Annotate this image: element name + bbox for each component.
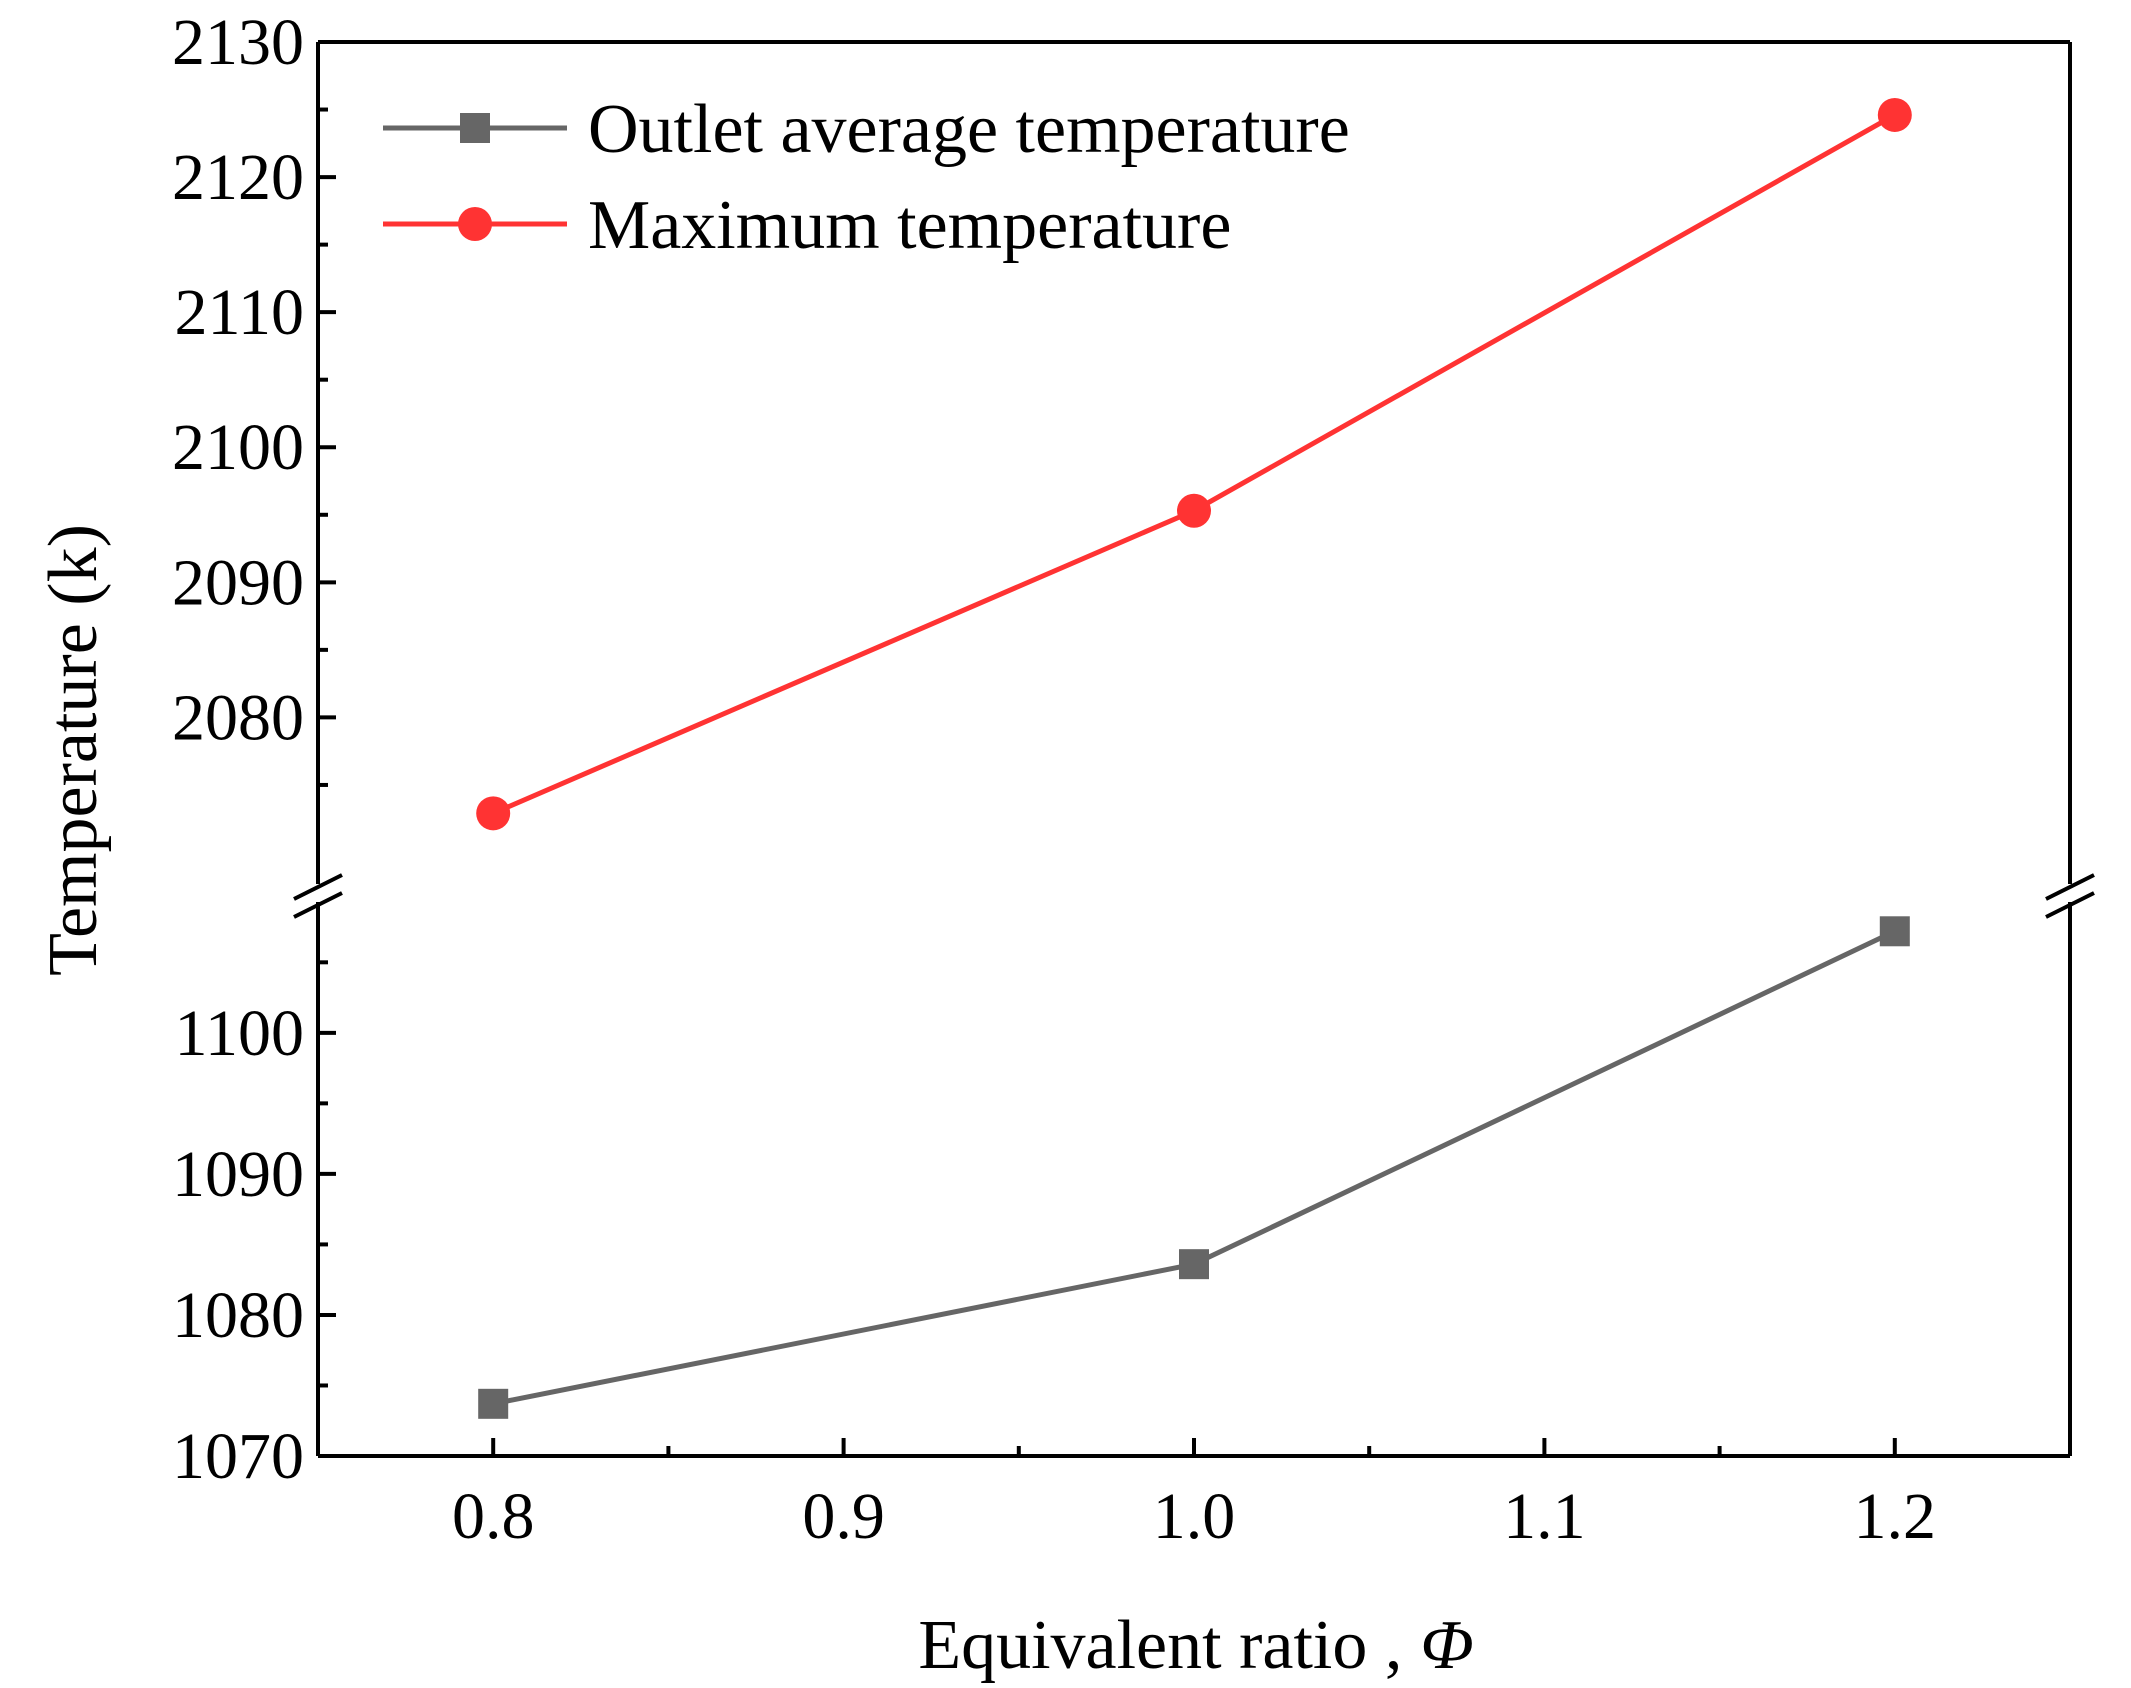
y-tick-label: 1090 <box>172 1138 304 1211</box>
legend-marker-square <box>460 113 490 143</box>
x-axis-title-symbol: Φ <box>1420 1607 1473 1684</box>
y-tick-label: 1100 <box>174 997 304 1070</box>
legend-marker-circle <box>458 207 492 241</box>
y-axis-title: Temperature (k) <box>35 524 112 976</box>
axis-break-mark-left <box>293 873 343 901</box>
series-layer <box>476 97 1912 1419</box>
axes: 1070 1080 1090 1100 2080 2090 2100 2110 2120 2130… <box>172 6 2095 1553</box>
x-tick-label: 0.8 <box>452 1480 535 1553</box>
legend: Outlet average temperature Maximum temper… <box>383 91 1350 264</box>
y-tick-label: 2120 <box>172 141 304 214</box>
legend-label: Outlet average temperature <box>588 91 1350 168</box>
x-tick-label: 1.2 <box>1854 1480 1937 1553</box>
data-point-circle <box>476 796 511 831</box>
x-axis-title: Equivalent ratio ,Φ <box>918 1607 1473 1684</box>
data-point-circle <box>1177 493 1211 528</box>
y-tick-label: 2110 <box>174 276 304 349</box>
axis-break-mark-right <box>2045 873 2095 901</box>
y-tick-label: 1080 <box>172 1279 304 1352</box>
legend-label: Maximum temperature <box>588 187 1231 264</box>
y-tick-label: 2100 <box>172 411 304 484</box>
data-point-square <box>478 1388 509 1419</box>
data-point-square <box>1179 1249 1209 1280</box>
x-tick-label: 1.0 <box>1153 1480 1236 1553</box>
y-tick-label: 1070 <box>172 1420 304 1493</box>
data-point-square <box>1879 916 1910 947</box>
x-tick-label: 0.9 <box>802 1480 885 1553</box>
x-axis-title-text: Equivalent ratio , <box>918 1607 1402 1684</box>
x-tick-label: 1.1 <box>1503 1480 1586 1553</box>
axis-break-mark-right <box>2045 891 2095 919</box>
data-point-circle <box>1877 97 1912 132</box>
y-tick-label: 2130 <box>172 6 304 79</box>
axis-break-mark-left <box>293 891 343 919</box>
y-tick-label: 2080 <box>172 681 304 754</box>
y-tick-label: 2090 <box>172 546 304 619</box>
